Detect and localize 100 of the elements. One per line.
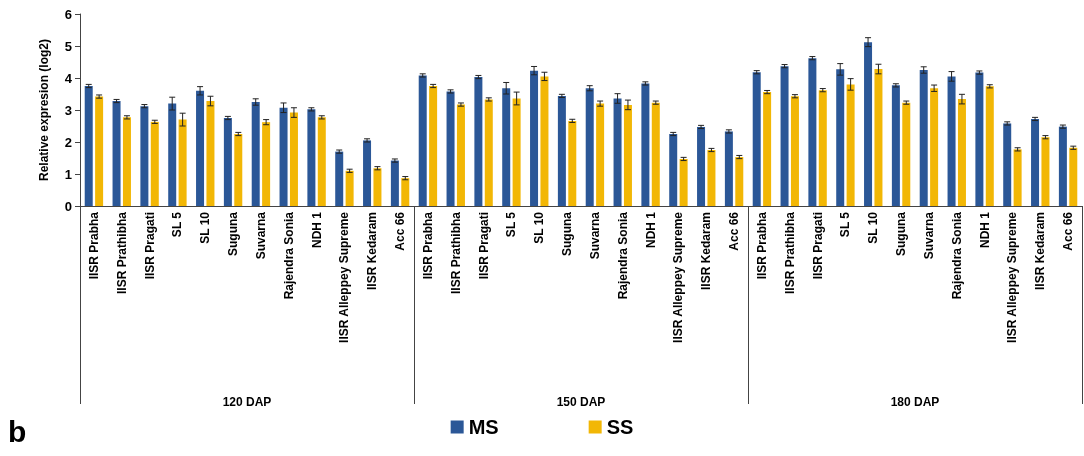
bar [947, 76, 956, 206]
bar [697, 126, 706, 206]
x-tick-label: IISR Prabha [420, 211, 435, 280]
bar [390, 160, 399, 206]
x-tick-label: IISR Pragati [142, 212, 157, 280]
bar [735, 157, 744, 206]
bar [836, 69, 845, 206]
x-tick-label: IISR Pragati [476, 212, 491, 280]
bar [317, 117, 326, 206]
bar [502, 88, 511, 206]
x-tick-label: IISR Kedaram [1033, 212, 1048, 291]
bar [763, 92, 772, 206]
bar [456, 104, 465, 206]
bar [307, 109, 316, 206]
x-tick-label: Acc 66 [1061, 211, 1076, 251]
bar [1031, 118, 1040, 206]
bar [234, 134, 243, 206]
x-tick-label: NDH 1 [977, 211, 992, 249]
x-tick-label: IISR Prathibha [782, 211, 797, 295]
bar [1058, 126, 1067, 206]
bar [168, 103, 177, 206]
bar [679, 158, 688, 206]
x-tick-label: SL 10 [532, 211, 547, 244]
text: 120 DAP [222, 395, 272, 409]
bar [818, 90, 827, 206]
bar [902, 102, 911, 206]
bar [363, 140, 372, 206]
x-tick-label: IISR Alleppey Supreme [337, 211, 352, 343]
y-tick-label: 3 [64, 102, 72, 118]
x-tick-label: Suguna [894, 211, 909, 256]
bar [623, 104, 632, 206]
text: b [8, 414, 27, 448]
bar [641, 83, 650, 206]
bar [707, 150, 716, 206]
x-tick-label: IISR Pragati [810, 212, 825, 280]
x-tick-label: IISR Alleppey Supreme [671, 211, 686, 343]
y-tick-label: 4 [64, 70, 73, 86]
bar [613, 98, 622, 206]
x-tick-label: Suvarna [921, 211, 936, 260]
y-tick-label: 2 [64, 134, 72, 150]
bar [930, 88, 939, 206]
bar [401, 178, 410, 206]
bar [1069, 147, 1078, 206]
x-tick-label: IISR Kedaram [365, 212, 380, 291]
x-tick-label: IISR Prabha [754, 211, 769, 280]
bar [112, 101, 121, 206]
x-tick-label: Acc 66 [393, 211, 408, 251]
bar [484, 99, 493, 206]
bar [206, 101, 215, 206]
bar [1013, 149, 1022, 206]
x-tick-label: IISR Alleppey Supreme [1005, 211, 1020, 343]
bar [289, 112, 298, 206]
bar [530, 70, 539, 206]
bar [557, 95, 566, 206]
y-tick-label: 0 [64, 198, 72, 214]
x-tick-label: Rajendra Sonia [615, 211, 630, 300]
x-tick-label: Suguna [226, 211, 241, 256]
bar [262, 122, 271, 206]
x-tick-label: SL 10 [866, 211, 881, 244]
y-tick-label: 6 [64, 6, 72, 22]
bar [540, 76, 549, 206]
bar [957, 99, 966, 206]
bar [429, 86, 438, 206]
bar [150, 121, 159, 206]
bar [864, 42, 873, 206]
legend-label: MS [468, 416, 499, 438]
bar [223, 118, 232, 206]
bar [178, 119, 187, 206]
bar [335, 151, 344, 206]
bar [84, 86, 93, 206]
x-tick-label: Rajendra Sonia [949, 211, 964, 300]
x-tick-label: IISR Kedaram [699, 212, 714, 291]
x-tick-label: NDH 1 [643, 211, 658, 249]
bar [596, 103, 605, 206]
bar [790, 96, 799, 206]
x-tick-label: Suvarna [587, 211, 602, 260]
bar [345, 170, 354, 206]
bar [985, 86, 994, 206]
bar [651, 102, 660, 206]
x-tick-label: Acc 66 [727, 211, 742, 251]
bar [1041, 137, 1050, 206]
y-axis-title: Relative expresion (log2) [37, 38, 51, 182]
bar [780, 66, 789, 206]
bar [846, 84, 855, 206]
x-tick-label: SL 10 [198, 211, 213, 244]
bar [446, 91, 455, 206]
bar [975, 72, 984, 206]
bar [474, 77, 483, 206]
y-tick-label: 5 [64, 38, 72, 54]
bar [122, 117, 131, 206]
bar [196, 90, 205, 206]
bar [585, 88, 594, 206]
bar [95, 96, 104, 206]
text: 150 DAP [556, 395, 606, 409]
bar [752, 72, 761, 206]
x-tick-label: NDH 1 [309, 211, 324, 249]
x-tick-label: Suguna [560, 211, 575, 256]
bar [724, 131, 733, 206]
bar [874, 69, 883, 206]
bar [919, 70, 928, 206]
